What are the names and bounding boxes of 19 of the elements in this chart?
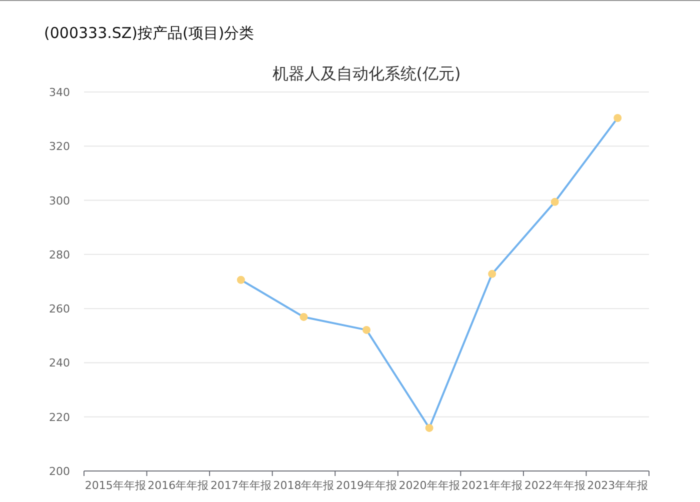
y-tick-label: 220	[49, 410, 70, 424]
y-tick-label: 300	[49, 194, 70, 208]
chart-title: 机器人及自动化系统(亿元)	[272, 64, 461, 83]
x-tick-label: 2017年年报	[210, 479, 272, 492]
y-tick-label: 320	[49, 140, 70, 154]
y-tick-label: 260	[49, 302, 70, 316]
x-tick-label: 2021年年报	[462, 479, 523, 492]
x-tick-label: 2016年年报	[148, 479, 209, 492]
x-tick-label: 2018年年报	[273, 479, 334, 492]
y-tick-label: 340	[49, 86, 70, 99]
x-tick-label: 2023年年报	[587, 479, 648, 492]
y-tick-label: 240	[49, 356, 70, 370]
x-tick-label: 2022年年报	[524, 479, 586, 492]
x-tick-label: 2015年年报	[84, 479, 146, 492]
y-tick-label: 200	[49, 465, 70, 478]
chart-subtitle: (000333.SZ)按产品(项目)分类	[44, 24, 254, 42]
x-tick-label: 2020年年报	[398, 479, 460, 492]
y-tick-label: 280	[49, 248, 70, 262]
x-tick-label: 2019年年报	[336, 479, 397, 492]
